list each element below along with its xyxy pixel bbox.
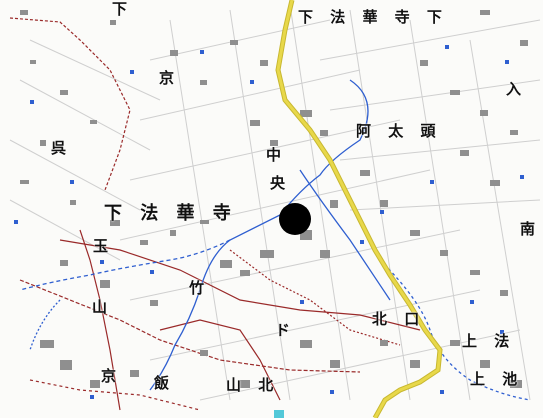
place-label-top-center: 下 法 華 寺 下 (298, 8, 448, 26)
contour-lines (9, 17, 421, 411)
point-symbols (14, 45, 524, 399)
place-label-lower-center-left: 竹 (187, 280, 205, 299)
place-label-lower-center: ド (273, 322, 291, 341)
location-dot-icon[interactable] (279, 203, 311, 235)
place-label-left-upper: 京 (157, 70, 175, 89)
place-label-center: 中 (266, 146, 288, 164)
place-label-left-lower: 玉 (91, 238, 109, 257)
place-label-right-upper: 阿 太 頭 (356, 122, 442, 140)
place-label-right-edge-top: 入 (506, 80, 528, 98)
place-label-bottom-center-left: 飯 (154, 374, 176, 392)
place-label-lower-left: 山 (92, 298, 114, 316)
waterways (19, 79, 531, 401)
place-label-bottom-right: 上 池 (470, 370, 524, 388)
place-label-left-middle: 呉 (49, 140, 67, 159)
place-label-bottom-center: 山 北 (226, 376, 280, 394)
place-label-top-left: 下 (112, 0, 134, 18)
place-label-lower-right-2: 上 法 (462, 332, 516, 350)
water-feature (274, 410, 284, 418)
place-label-center-left: 下 法 華 寺 (104, 203, 237, 224)
place-label-bottom-left: 京 (99, 368, 117, 387)
place-label-lower-right: 北 口 (372, 310, 426, 328)
main-road (275, 0, 443, 418)
place-label-center-small: 央 (270, 174, 292, 192)
place-label-right-edge-mid: 南 (520, 220, 542, 238)
buildings (20, 10, 528, 388)
